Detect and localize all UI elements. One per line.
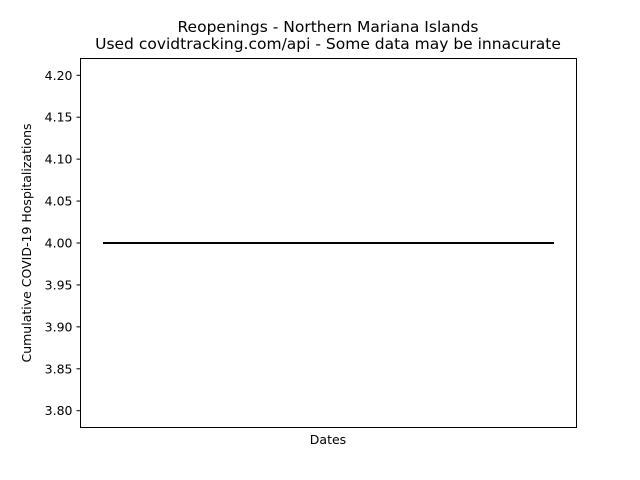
y-tick-label: 4.15 [45, 110, 73, 125]
chart-subtitle: Used covidtracking.com/api - Some data m… [95, 35, 561, 53]
y-axis-label: Cumulative COVID-19 Hospitalizations [19, 123, 34, 362]
plot-frame [80, 58, 577, 428]
y-tick-label: 3.80 [45, 403, 73, 418]
x-axis-label: Dates [310, 432, 346, 447]
y-tick-label: 4.10 [45, 152, 73, 167]
y-tick-label: 4.05 [45, 194, 73, 209]
y-tick-label: 3.95 [45, 277, 73, 292]
y-tick-label: 3.90 [45, 319, 73, 334]
y-axis-ticks: 3.80 3.85 3.90 3.95 4.00 4.05 4.10 4.15 4.20 [45, 68, 81, 418]
y-tick-label: 3.85 [45, 361, 73, 376]
y-tick-label: 4.20 [45, 68, 73, 83]
chart-title: Reopenings - Northern Mariana Islands [177, 18, 478, 36]
y-tick-label: 4.00 [45, 236, 73, 251]
